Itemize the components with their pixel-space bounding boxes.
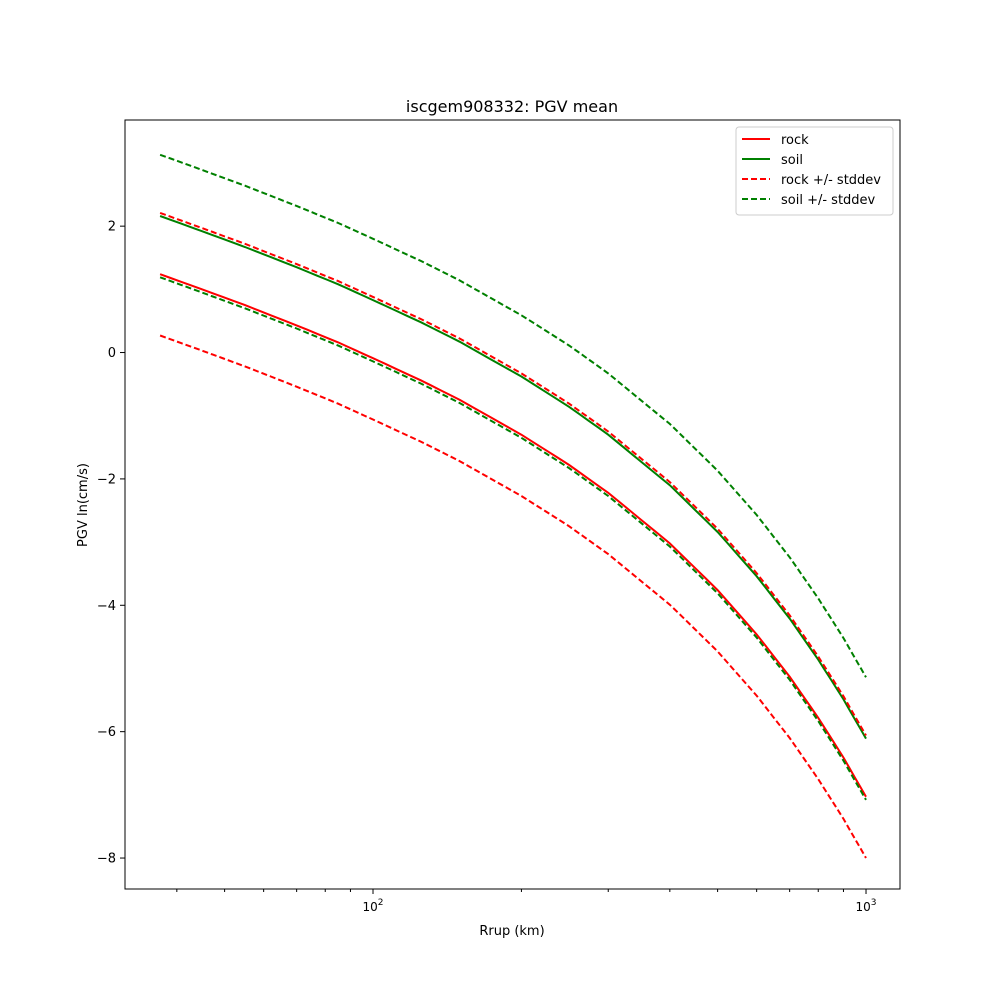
series-line-rock-minus-stddev (159, 334, 867, 859)
legend-box (735, 126, 894, 216)
series-line-rock-plus-stddev (159, 211, 867, 736)
legend-label: soil (781, 153, 803, 168)
legend-label: soil +/- stddev (781, 193, 876, 208)
y-tick-label: 2 (108, 220, 116, 235)
chart-title: iscgem908332: PGV mean (406, 97, 618, 116)
legend-label: rock +/- stddev (781, 173, 881, 188)
series-line-soil-plus-stddev (159, 153, 867, 678)
y-axis: 2 0 −2 −4 −6 −8 (97, 220, 125, 867)
series-line-soil (159, 215, 867, 740)
x-axis-label: Rrup (km) (479, 924, 544, 939)
y-tick-label: −2 (97, 472, 116, 487)
y-tick-label: −4 (97, 599, 116, 614)
y-tick-label: −8 (97, 852, 116, 867)
legend: rock soil rock +/- stddev soil +/- stddev (735, 126, 894, 216)
x-tick-label: 103 (856, 898, 877, 914)
x-tick-label: 102 (363, 898, 384, 914)
series-line-rock (159, 273, 867, 798)
legend-label: rock (781, 133, 809, 148)
x-axis: 102 103 (176, 889, 877, 914)
y-tick-label: 0 (108, 346, 116, 361)
x-tick-exponent: 2 (378, 898, 384, 908)
y-tick-label: −6 (97, 725, 116, 740)
axes-frame (124, 119, 901, 890)
series-line-soil-minus-stddev (159, 276, 867, 801)
y-axis-label: PGV ln(cm/s) (76, 463, 91, 547)
x-tick-exponent: 3 (871, 898, 877, 908)
plot-area (159, 153, 867, 859)
